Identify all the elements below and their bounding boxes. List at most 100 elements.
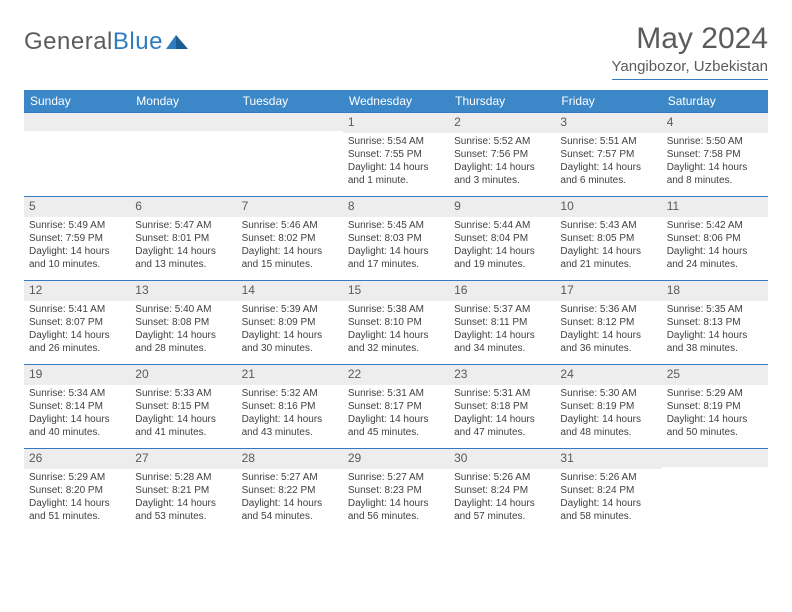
calendar-cell: 27Sunrise: 5:28 AMSunset: 8:21 PMDayligh…: [130, 449, 236, 533]
day-number: 23: [449, 365, 555, 385]
daylight: Daylight: 14 hours and 48 minutes.: [560, 413, 656, 439]
cell-body: Sunrise: 5:42 AMSunset: 8:06 PMDaylight:…: [662, 217, 768, 275]
calendar-cell: 31Sunrise: 5:26 AMSunset: 8:24 PMDayligh…: [555, 449, 661, 533]
sunset: Sunset: 8:05 PM: [560, 232, 656, 245]
day-number: 14: [237, 281, 343, 301]
cell-body: Sunrise: 5:38 AMSunset: 8:10 PMDaylight:…: [343, 301, 449, 359]
daylight: Daylight: 14 hours and 50 minutes.: [667, 413, 763, 439]
day-number: 25: [662, 365, 768, 385]
day-number: 4: [662, 113, 768, 133]
sunset: Sunset: 7:58 PM: [667, 148, 763, 161]
sunset: Sunset: 8:08 PM: [135, 316, 231, 329]
calendar-week: 5Sunrise: 5:49 AMSunset: 7:59 PMDaylight…: [24, 197, 768, 281]
sunset: Sunset: 8:04 PM: [454, 232, 550, 245]
sunset: Sunset: 8:20 PM: [29, 484, 125, 497]
cell-body: Sunrise: 5:31 AMSunset: 8:18 PMDaylight:…: [449, 385, 555, 443]
daylight: Daylight: 14 hours and 45 minutes.: [348, 413, 444, 439]
sunrise: Sunrise: 5:40 AM: [135, 303, 231, 316]
cell-body: Sunrise: 5:51 AMSunset: 7:57 PMDaylight:…: [555, 133, 661, 191]
day-number: 5: [24, 197, 130, 217]
daylight: Daylight: 14 hours and 19 minutes.: [454, 245, 550, 271]
calendar-body: 1Sunrise: 5:54 AMSunset: 7:55 PMDaylight…: [24, 113, 768, 533]
calendar-cell: [130, 113, 236, 197]
daylight: Daylight: 14 hours and 17 minutes.: [348, 245, 444, 271]
day-number: 27: [130, 449, 236, 469]
sunrise: Sunrise: 5:35 AM: [667, 303, 763, 316]
calendar-cell: 25Sunrise: 5:29 AMSunset: 8:19 PMDayligh…: [662, 365, 768, 449]
logo: GeneralBlue: [24, 22, 188, 56]
sunset: Sunset: 8:11 PM: [454, 316, 550, 329]
day-number: 11: [662, 197, 768, 217]
daylight: Daylight: 14 hours and 38 minutes.: [667, 329, 763, 355]
calendar-cell: [237, 113, 343, 197]
calendar-cell: 21Sunrise: 5:32 AMSunset: 8:16 PMDayligh…: [237, 365, 343, 449]
sunset: Sunset: 8:22 PM: [242, 484, 338, 497]
cell-body: Sunrise: 5:26 AMSunset: 8:24 PMDaylight:…: [555, 469, 661, 527]
sunrise: Sunrise: 5:54 AM: [348, 135, 444, 148]
sunset: Sunset: 8:07 PM: [29, 316, 125, 329]
sunrise: Sunrise: 5:34 AM: [29, 387, 125, 400]
day-number: 24: [555, 365, 661, 385]
cell-body: Sunrise: 5:27 AMSunset: 8:23 PMDaylight:…: [343, 469, 449, 527]
sunrise: Sunrise: 5:41 AM: [29, 303, 125, 316]
day-number: 8: [343, 197, 449, 217]
cell-body: Sunrise: 5:39 AMSunset: 8:09 PMDaylight:…: [237, 301, 343, 359]
daylight: Daylight: 14 hours and 28 minutes.: [135, 329, 231, 355]
day-header: Monday: [130, 90, 236, 113]
cell-body: Sunrise: 5:31 AMSunset: 8:17 PMDaylight:…: [343, 385, 449, 443]
sunrise: Sunrise: 5:49 AM: [29, 219, 125, 232]
calendar-cell: [662, 449, 768, 533]
logo-flag-icon: [166, 28, 188, 56]
cell-body: Sunrise: 5:30 AMSunset: 8:19 PMDaylight:…: [555, 385, 661, 443]
month-title: May 2024: [612, 22, 768, 56]
sunset: Sunset: 7:56 PM: [454, 148, 550, 161]
day-number: 30: [449, 449, 555, 469]
daylight: Daylight: 14 hours and 10 minutes.: [29, 245, 125, 271]
sunset: Sunset: 8:02 PM: [242, 232, 338, 245]
cell-body: Sunrise: 5:33 AMSunset: 8:15 PMDaylight:…: [130, 385, 236, 443]
calendar-page: GeneralBlue May 2024 Yangibozor, Uzbekis…: [0, 0, 792, 533]
sunrise: Sunrise: 5:32 AM: [242, 387, 338, 400]
daylight: Daylight: 14 hours and 51 minutes.: [29, 497, 125, 523]
day-number: 2: [449, 113, 555, 133]
sunrise: Sunrise: 5:39 AM: [242, 303, 338, 316]
daylight: Daylight: 14 hours and 21 minutes.: [560, 245, 656, 271]
sunrise: Sunrise: 5:26 AM: [560, 471, 656, 484]
cell-body: Sunrise: 5:41 AMSunset: 8:07 PMDaylight:…: [24, 301, 130, 359]
calendar-cell: 20Sunrise: 5:33 AMSunset: 8:15 PMDayligh…: [130, 365, 236, 449]
calendar-cell: 7Sunrise: 5:46 AMSunset: 8:02 PMDaylight…: [237, 197, 343, 281]
sunrise: Sunrise: 5:26 AM: [454, 471, 550, 484]
day-header-row: SundayMondayTuesdayWednesdayThursdayFrid…: [24, 90, 768, 113]
day-number: 21: [237, 365, 343, 385]
cell-body: Sunrise: 5:47 AMSunset: 8:01 PMDaylight:…: [130, 217, 236, 275]
day-header: Friday: [555, 90, 661, 113]
cell-body: Sunrise: 5:44 AMSunset: 8:04 PMDaylight:…: [449, 217, 555, 275]
sunrise: Sunrise: 5:27 AM: [348, 471, 444, 484]
sunset: Sunset: 8:19 PM: [560, 400, 656, 413]
cell-body: Sunrise: 5:35 AMSunset: 8:13 PMDaylight:…: [662, 301, 768, 359]
sunset: Sunset: 8:12 PM: [560, 316, 656, 329]
title-divider: [612, 79, 768, 80]
cell-body: Sunrise: 5:36 AMSunset: 8:12 PMDaylight:…: [555, 301, 661, 359]
daylight: Daylight: 14 hours and 32 minutes.: [348, 329, 444, 355]
sunset: Sunset: 8:10 PM: [348, 316, 444, 329]
cell-body: Sunrise: 5:32 AMSunset: 8:16 PMDaylight:…: [237, 385, 343, 443]
day-number: 16: [449, 281, 555, 301]
cell-body: Sunrise: 5:54 AMSunset: 7:55 PMDaylight:…: [343, 133, 449, 191]
day-header: Thursday: [449, 90, 555, 113]
daylight: Daylight: 14 hours and 57 minutes.: [454, 497, 550, 523]
location: Yangibozor, Uzbekistan: [612, 58, 768, 75]
cell-body: Sunrise: 5:29 AMSunset: 8:20 PMDaylight:…: [24, 469, 130, 527]
calendar-cell: 14Sunrise: 5:39 AMSunset: 8:09 PMDayligh…: [237, 281, 343, 365]
cell-body: Sunrise: 5:28 AMSunset: 8:21 PMDaylight:…: [130, 469, 236, 527]
calendar-week: 19Sunrise: 5:34 AMSunset: 8:14 PMDayligh…: [24, 365, 768, 449]
sunrise: Sunrise: 5:31 AM: [454, 387, 550, 400]
calendar-cell: 29Sunrise: 5:27 AMSunset: 8:23 PMDayligh…: [343, 449, 449, 533]
daylight: Daylight: 14 hours and 24 minutes.: [667, 245, 763, 271]
daylight: Daylight: 14 hours and 1 minute.: [348, 161, 444, 187]
page-header: GeneralBlue May 2024 Yangibozor, Uzbekis…: [24, 22, 768, 80]
sunset: Sunset: 7:55 PM: [348, 148, 444, 161]
cell-body: Sunrise: 5:52 AMSunset: 7:56 PMDaylight:…: [449, 133, 555, 191]
sunrise: Sunrise: 5:31 AM: [348, 387, 444, 400]
daylight: Daylight: 14 hours and 30 minutes.: [242, 329, 338, 355]
